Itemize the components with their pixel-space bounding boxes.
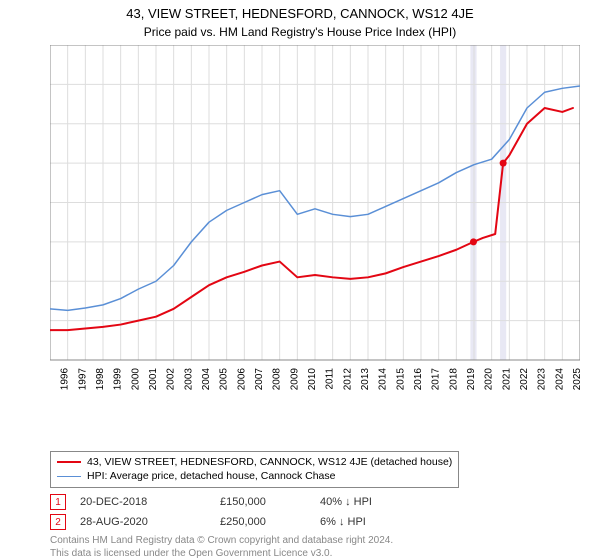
- legend-swatch-s2: [57, 476, 81, 477]
- chart-title: 43, VIEW STREET, HEDNESFORD, CANNOCK, WS…: [0, 0, 600, 21]
- x-tick-label: 2013: [360, 368, 371, 391]
- x-tick-label: 1996: [60, 368, 71, 391]
- x-tick-label: 2020: [484, 368, 495, 391]
- sale-date: 20-DEC-2018: [80, 496, 220, 508]
- sale-price: £250,000: [220, 516, 320, 528]
- x-tick-label: 2011: [325, 368, 336, 390]
- x-tick-label: 2001: [148, 368, 159, 391]
- x-tick-label: 2014: [378, 368, 389, 391]
- sale-date: 28-AUG-2020: [80, 516, 220, 528]
- chart-plot-area: £0£50K£100K£150K£200K£250K£300K£350K£400…: [50, 45, 580, 405]
- attribution-line2: This data is licensed under the Open Gov…: [50, 547, 580, 560]
- x-tick-label: 1999: [113, 368, 124, 391]
- sale-marker-icon: 1: [50, 494, 66, 510]
- x-tick-label: 2007: [254, 368, 265, 391]
- legend-swatch-s1: [57, 461, 81, 463]
- x-tick-label: 2008: [272, 368, 283, 391]
- legend-label-s1: 43, VIEW STREET, HEDNESFORD, CANNOCK, WS…: [87, 455, 452, 470]
- x-tick-label: 1995: [50, 368, 53, 391]
- x-tick-label: 2010: [307, 368, 318, 391]
- x-tick-label: 2017: [431, 368, 442, 391]
- x-tick-label: 2002: [166, 368, 177, 391]
- x-tick-label: 2019: [466, 368, 477, 391]
- x-tick-label: 2009: [289, 368, 300, 391]
- legend: 43, VIEW STREET, HEDNESFORD, CANNOCK, WS…: [50, 451, 459, 488]
- sale-row: 1 20-DEC-2018£150,00040% ↓ HPI: [50, 494, 580, 510]
- chart-svg: £0£50K£100K£150K£200K£250K£300K£350K£400…: [50, 45, 580, 405]
- chart-subtitle: Price paid vs. HM Land Registry's House …: [0, 21, 600, 45]
- x-tick-label: 2022: [519, 368, 530, 391]
- sale-row: 2 28-AUG-2020£250,0006% ↓ HPI: [50, 514, 580, 530]
- x-tick-label: 2000: [130, 368, 141, 391]
- x-tick-label: 1997: [77, 368, 88, 391]
- sale-delta: 40% ↓ HPI: [320, 496, 580, 508]
- x-tick-label: 2012: [342, 368, 353, 391]
- chart-footer: 43, VIEW STREET, HEDNESFORD, CANNOCK, WS…: [50, 451, 580, 560]
- x-tick-label: 2016: [413, 368, 424, 391]
- sale-delta: 6% ↓ HPI: [320, 516, 580, 528]
- sale-marker-icon: 2: [50, 514, 66, 530]
- legend-label-s2: HPI: Average price, detached house, Cann…: [87, 469, 335, 484]
- sale-point-icon: [470, 238, 477, 245]
- legend-row-s2: HPI: Average price, detached house, Cann…: [57, 469, 452, 484]
- sale-point-icon: [500, 160, 507, 167]
- legend-row-s1: 43, VIEW STREET, HEDNESFORD, CANNOCK, WS…: [57, 455, 452, 470]
- series-s1: [50, 108, 573, 330]
- x-tick-label: 2006: [236, 368, 247, 391]
- x-tick-label: 2004: [201, 368, 212, 391]
- x-tick-label: 2021: [501, 368, 512, 391]
- x-tick-label: 2018: [448, 368, 459, 391]
- x-tick-label: 2025: [572, 368, 580, 391]
- attribution-line1: Contains HM Land Registry data © Crown c…: [50, 534, 580, 547]
- x-tick-label: 2023: [537, 368, 548, 391]
- sale-price: £150,000: [220, 496, 320, 508]
- x-tick-label: 2024: [554, 368, 565, 391]
- x-tick-label: 2003: [183, 368, 194, 391]
- x-tick-label: 1998: [95, 368, 106, 391]
- x-tick-label: 2005: [219, 368, 230, 391]
- x-tick-label: 2015: [395, 368, 406, 391]
- attribution: Contains HM Land Registry data © Crown c…: [50, 534, 580, 560]
